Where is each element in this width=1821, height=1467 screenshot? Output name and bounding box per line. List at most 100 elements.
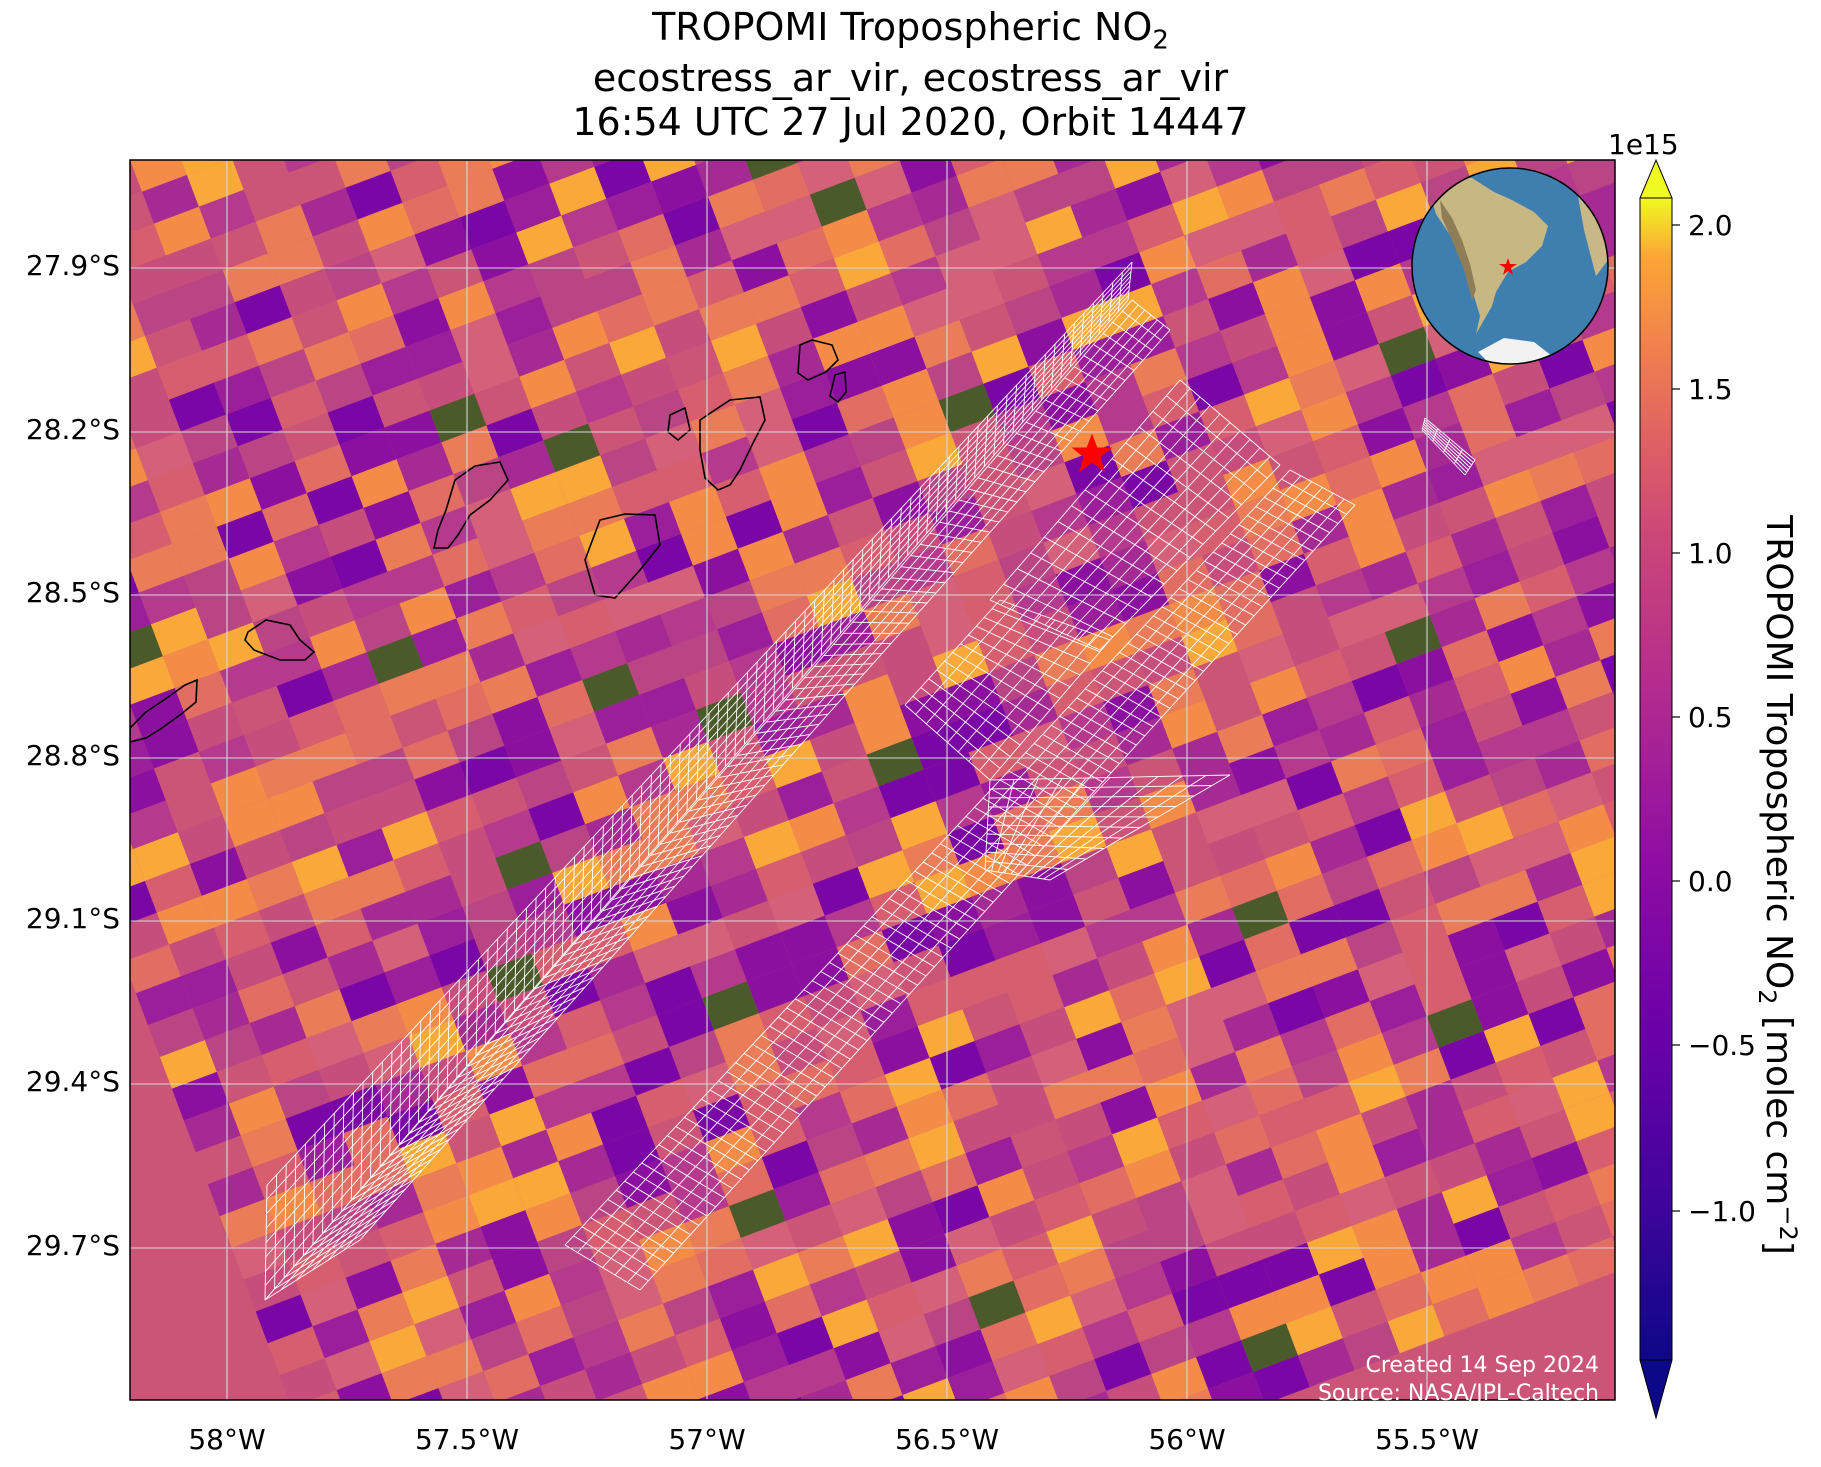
no2-pixel xyxy=(1666,1091,1723,1140)
no2-pixel xyxy=(1315,1113,1373,1163)
no2-pixel xyxy=(1058,160,1116,206)
no2-pixel xyxy=(495,296,553,345)
no2-pixel xyxy=(1549,916,1607,966)
no2-pixel xyxy=(956,160,1014,208)
no2-pixel xyxy=(800,835,858,884)
no2-pixel xyxy=(130,304,145,342)
no2-pixel xyxy=(1274,729,1331,779)
no2-pixel xyxy=(351,1004,409,1053)
no2-pixel xyxy=(1489,757,1547,807)
no2-pixel xyxy=(854,1250,912,1300)
no2-pixel xyxy=(450,858,508,907)
no2-pixel xyxy=(1579,727,1615,773)
no2-pixel xyxy=(1226,1147,1283,1197)
no2-pixel xyxy=(1082,220,1140,270)
no2-pixel xyxy=(220,109,277,158)
no2-pixel xyxy=(597,294,655,343)
no2-pixel xyxy=(1043,1070,1101,1120)
no2-pixel xyxy=(905,977,963,1027)
no2-pixel xyxy=(1196,795,1253,845)
no2-pixel xyxy=(785,1204,843,1253)
no2-pixel xyxy=(977,1168,1035,1217)
colorbar-tick-label: 0.0 xyxy=(1688,865,1733,898)
no2-pixel xyxy=(1104,160,1161,189)
no2-pixel xyxy=(1073,877,1131,927)
map-area[interactable] xyxy=(40,64,1756,1467)
no2-pixel xyxy=(429,938,487,988)
no2-pixel xyxy=(1345,920,1403,970)
site-star-marker[interactable] xyxy=(1071,433,1113,473)
no2-pixel xyxy=(1597,1054,1615,1093)
lat-tick-label: 28.5°S xyxy=(25,576,120,609)
swath-footprint xyxy=(984,774,1231,881)
no2-pixel xyxy=(513,1161,571,1211)
no2-pixel xyxy=(324,796,382,846)
no2-pixel xyxy=(791,402,849,452)
no2-pixel xyxy=(510,1017,568,1066)
lon-tick-label: 57°W xyxy=(668,1423,746,1456)
no2-pixel xyxy=(1369,984,1427,1033)
no2-pixel xyxy=(339,972,397,1022)
no2-pixel xyxy=(708,179,765,229)
no2-pixel xyxy=(471,1322,529,1372)
no2-pixel xyxy=(851,1106,909,1156)
no2-pixel xyxy=(1432,1287,1490,1337)
no2-pixel xyxy=(1280,1018,1337,1067)
no2-pixel xyxy=(139,575,196,625)
no2-pixel xyxy=(902,1378,956,1400)
no2-pixel xyxy=(1199,939,1256,989)
no2-pixel xyxy=(1154,956,1212,1006)
no2-pixel xyxy=(303,877,361,926)
no2-pixel xyxy=(1588,618,1615,661)
no2-pixel xyxy=(1546,772,1604,822)
no2-pixel xyxy=(411,1163,469,1213)
no2-pixel xyxy=(1193,106,1250,155)
no2-pixel xyxy=(1444,774,1502,824)
no2-pixel xyxy=(1495,501,1553,550)
no2-pixel xyxy=(525,1193,583,1242)
no2-pixel xyxy=(1259,553,1316,603)
no2-pixel xyxy=(1414,967,1472,1017)
colorbar xyxy=(1639,158,1680,1420)
no2-pixel xyxy=(1091,1198,1149,1247)
no2-pixel xyxy=(130,223,166,270)
no2-pixel xyxy=(480,1210,538,1259)
no2-pixel xyxy=(1339,1177,1397,1226)
no2-pixel xyxy=(1567,691,1615,741)
no2-pixel xyxy=(234,830,292,879)
no2-pixel xyxy=(1205,1227,1262,1277)
no2-pixel xyxy=(561,1288,619,1338)
no2-pixel xyxy=(357,1292,415,1342)
no2-pixel xyxy=(447,713,505,763)
no2-pixel xyxy=(306,1021,364,1070)
no2-pixel xyxy=(612,1015,669,1064)
no2-pixel xyxy=(1127,203,1185,253)
no2-pixel xyxy=(1004,286,1062,335)
no2-pixel xyxy=(1366,295,1424,344)
no2-pixel xyxy=(1672,289,1729,338)
no2-pixel xyxy=(842,1219,900,1268)
no2-pixel xyxy=(1487,68,1544,117)
no2-pixel xyxy=(767,338,825,388)
no2-pixel xyxy=(465,489,523,538)
no2-pixel xyxy=(1423,855,1481,904)
no2-pixel xyxy=(1462,1094,1520,1144)
no2-pixel xyxy=(1561,403,1615,453)
no2-pixel xyxy=(797,691,855,740)
no2-pixel xyxy=(294,444,352,494)
no2-pixel xyxy=(321,1197,379,1246)
no2-pixel xyxy=(1552,1060,1610,1110)
no2-pixel xyxy=(1265,297,1322,346)
no2-pixel xyxy=(836,385,894,435)
no2-pixel xyxy=(513,616,571,666)
no2-pixel xyxy=(1019,1007,1077,1056)
no2-pixel xyxy=(360,891,418,941)
no2-pixel xyxy=(1196,1340,1253,1389)
no2-pixel xyxy=(333,684,391,733)
south-america-landmass xyxy=(1428,176,1548,334)
no2-pixel xyxy=(666,885,723,935)
no2-pixel xyxy=(1486,613,1544,663)
swath-footprint xyxy=(264,299,1171,1301)
no2-pixel xyxy=(396,442,454,492)
no2-pixel xyxy=(225,397,283,447)
